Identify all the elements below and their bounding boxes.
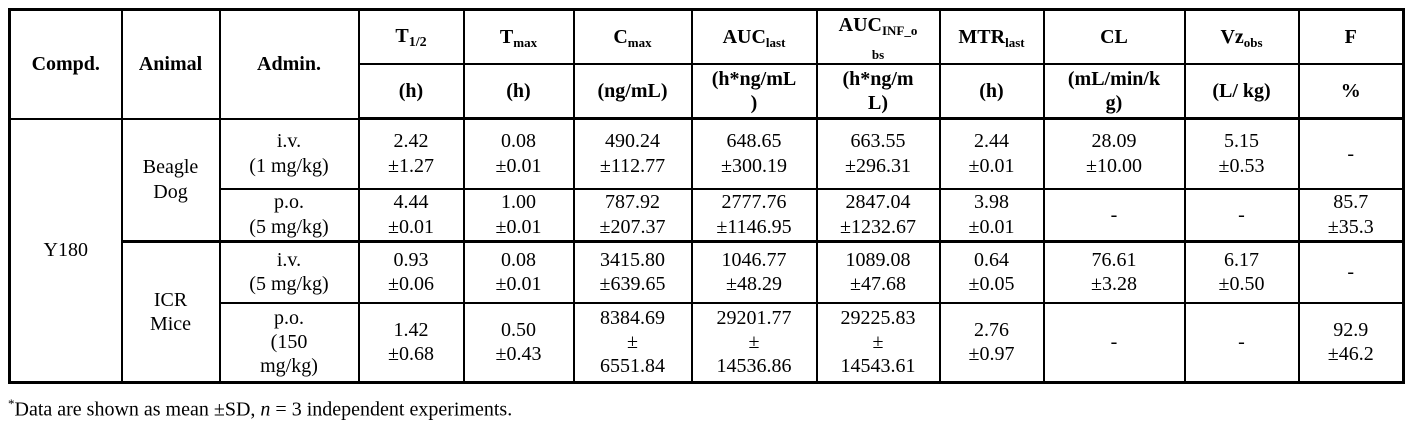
header-auclast: AUClast [690, 8, 818, 65]
cell-vzobs: - [1183, 301, 1300, 384]
table-row: p.o. (150 mg/kg) 1.42 ±0.68 0.50 ±0.43 8… [10, 301, 1405, 384]
cell-cmax: 3415.80 ±639.65 [572, 240, 693, 304]
cell-t12: 1.42 ±0.68 [357, 301, 465, 384]
cell-aucinf: 2847.04 ±1232.67 [815, 187, 941, 243]
header-cl-symbol: CL [1100, 25, 1128, 48]
cell-f: - [1297, 117, 1405, 190]
unit-cl: (mL/min/k g) [1042, 63, 1186, 120]
header-cl: CL [1042, 8, 1186, 65]
cell-animal-beagle-dog: Beagle Dog [120, 117, 221, 243]
header-t12: T1/2 [357, 8, 465, 65]
footnote-text-post: = 3 independent experiments. [270, 398, 513, 421]
footnote-n-variable: n [260, 398, 271, 421]
unit-f: % [1297, 63, 1405, 120]
cell-auclast: 2777.76 ±1146.95 [690, 187, 818, 243]
cell-t12: 0.93 ±0.06 [357, 240, 465, 304]
unit-tmax: (h) [462, 63, 575, 120]
table-footnote: *Data are shown as mean ±SD, n = 3 indep… [8, 396, 512, 422]
cell-vzobs: 6.17 ±0.50 [1183, 240, 1300, 304]
cell-vzobs: - [1183, 187, 1300, 243]
header-tmax-symbol: T [499, 25, 514, 48]
cell-compound: Y180 [8, 117, 123, 384]
cell-f: - [1297, 240, 1405, 304]
header-vzobs-symbol: Vz [1220, 25, 1244, 48]
header-f: F [1297, 8, 1405, 65]
table-row: ICR Mice i.v. (5 mg/kg) 0.93 ±0.06 0.08 … [10, 240, 1405, 384]
header-tmax: Tmax [462, 8, 575, 65]
header-cmax-symbol: C [613, 25, 628, 48]
unit-aucinf: (h*ng/m L) [815, 63, 941, 120]
header-t12-symbol: T [395, 25, 409, 47]
header-vzobs: Vzobs [1183, 8, 1300, 65]
header-compd: Compd. [8, 8, 123, 120]
header-mtrlast: MTRlast [938, 8, 1045, 65]
unit-t12: (h) [357, 63, 465, 120]
header-mtrlast-subscript: last [1005, 34, 1025, 50]
cell-auclast: 648.65 ±300.19 [690, 117, 818, 190]
header-t12-subscript: 1/2 [408, 35, 427, 50]
cell-aucinf: 1089.08 ±47.68 [815, 240, 941, 304]
header-auclast-symbol: AUC [722, 25, 766, 48]
cell-tmax: 0.50 ±0.43 [462, 301, 575, 384]
cell-auclast: 29201.77 ± 14536.86 [690, 301, 818, 384]
unit-auclast: (h*ng/mL ) [690, 63, 818, 120]
cell-animal-icr-mice: ICR Mice [120, 240, 221, 384]
cell-t12: 4.44 ±0.01 [357, 187, 465, 243]
cell-f: 85.7 ±35.3 [1297, 187, 1405, 243]
cell-f: 92.9 ±46.2 [1297, 301, 1405, 384]
cell-cmax: 490.24 ±112.77 [572, 117, 693, 190]
footnote-asterisk: * [8, 396, 15, 411]
unit-mtrlast: (h) [938, 63, 1045, 120]
cell-tmax: 0.08 ±0.01 [462, 240, 575, 304]
unit-vzobs: (L/ kg) [1183, 63, 1300, 120]
table-row: Y180 Beagle Dog i.v. (1 mg/kg) 2.42 ±1.2… [8, 117, 1405, 384]
cell-tmax: 0.08 ±0.01 [462, 117, 575, 190]
cell-cl: 76.61 ±3.28 [1042, 240, 1186, 304]
cell-aucinf: 663.55 ±296.31 [815, 117, 941, 190]
cell-auclast: 1046.77 ±48.29 [690, 240, 818, 304]
header-auclast-subscript: last [765, 34, 786, 50]
header-aucinf: AUCINF_o bs [815, 8, 941, 65]
cell-mtrlast: 2.44 ±0.01 [938, 117, 1045, 190]
cell-mtrlast: 3.98 ±0.01 [938, 187, 1045, 243]
header-animal: Animal [120, 8, 221, 120]
cell-admin: i.v. (5 mg/kg) [218, 240, 360, 304]
cell-admin: i.v. (1 mg/kg) [218, 117, 360, 190]
header-mtrlast-symbol: MTR [958, 25, 1006, 48]
header-aucinf-subscript: INF_o bs [871, 22, 918, 62]
header-vzobs-subscript: obs [1243, 34, 1263, 50]
cell-vzobs: 5.15 ±0.53 [1183, 117, 1300, 190]
table-row: p.o. (5 mg/kg) 4.44 ±0.01 1.00 ±0.01 787… [10, 187, 1405, 243]
header-f-symbol: F [1344, 25, 1357, 48]
cell-cl: - [1042, 301, 1186, 384]
cell-tmax: 1.00 ±0.01 [462, 187, 575, 243]
cell-admin: p.o. (150 mg/kg) [218, 301, 360, 384]
footnote-text-pre: Data are shown as mean ±SD, [14, 398, 261, 421]
header-aucinf-symbol: AUC [838, 13, 882, 36]
cell-cmax: 8384.69 ± 6551.84 [572, 301, 693, 384]
cell-mtrlast: 0.64 ±0.05 [938, 240, 1045, 304]
header-cmax: Cmax [572, 8, 693, 65]
cell-t12: 2.42 ±1.27 [357, 117, 465, 190]
header-admin: Admin. [218, 8, 360, 120]
cell-mtrlast: 2.76 ±0.97 [938, 301, 1045, 384]
cell-admin: p.o. (5 mg/kg) [218, 187, 360, 243]
pk-table: Compd. Animal Admin. T1/2 Tmax Cmax AUCl… [8, 8, 1405, 384]
cell-aucinf: 29225.83 ± 14543.61 [815, 301, 941, 384]
unit-cmax: (ng/mL) [572, 63, 693, 120]
cell-cl: - [1042, 187, 1186, 243]
cell-cmax: 787.92 ±207.37 [572, 187, 693, 243]
header-tmax-subscript: max [513, 34, 538, 50]
cell-cl: 28.09 ±10.00 [1042, 117, 1186, 190]
header-cmax-subscript: max [627, 34, 652, 50]
